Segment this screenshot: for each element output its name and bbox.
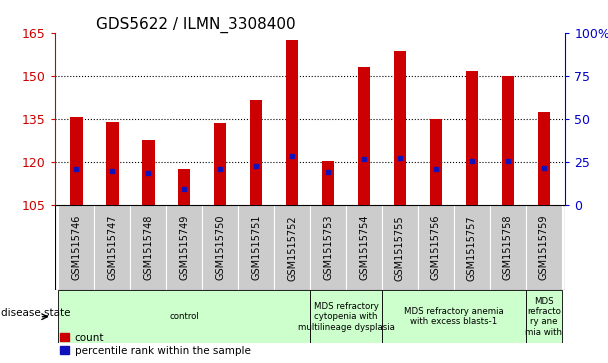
Text: MDS
refracto
ry ane
mia with: MDS refracto ry ane mia with [525,297,562,337]
Text: MDS refractory
cytopenia with
multilineage dysplasia: MDS refractory cytopenia with multilinea… [297,302,395,332]
Bar [430,119,442,205]
Text: GSM1515748: GSM1515748 [143,215,153,281]
Bar [142,140,154,205]
Text: GSM1515752: GSM1515752 [287,215,297,281]
Text: MDS refractory anemia
with excess blasts-1: MDS refractory anemia with excess blasts… [404,307,504,326]
Bar [394,51,406,205]
Bar [166,205,202,290]
Text: GDS5622 / ILMN_3308400: GDS5622 / ILMN_3308400 [95,16,295,33]
Bar [130,205,166,290]
Bar [490,205,526,290]
Text: GSM1515756: GSM1515756 [431,215,441,281]
Bar [322,160,334,205]
Bar [537,112,550,205]
Bar [202,205,238,290]
Text: GSM1515750: GSM1515750 [215,215,225,281]
Legend: count, percentile rank within the sample: count, percentile rank within the sample [60,333,250,356]
Bar [502,76,514,205]
Bar [346,205,382,290]
Text: GSM1515758: GSM1515758 [503,215,513,281]
Text: GSM1515757: GSM1515757 [467,215,477,281]
Bar [238,205,274,290]
Bar [178,169,190,205]
Bar [526,205,562,290]
Text: GSM1515759: GSM1515759 [539,215,549,281]
Bar [250,100,263,205]
Bar [58,205,94,290]
Bar [106,122,119,205]
Bar [310,290,382,343]
Bar [94,205,130,290]
Bar [526,290,562,343]
Bar [382,290,526,343]
Bar [454,205,490,290]
Bar [274,205,310,290]
Bar [418,205,454,290]
Text: GSM1515747: GSM1515747 [107,215,117,281]
Text: control: control [169,312,199,321]
Bar [286,40,299,205]
Text: GSM1515746: GSM1515746 [71,215,81,281]
Bar [310,205,346,290]
Text: GSM1515753: GSM1515753 [323,215,333,281]
Text: GSM1515749: GSM1515749 [179,215,189,281]
Bar [466,72,478,205]
Text: GSM1515754: GSM1515754 [359,215,369,281]
Text: GSM1515755: GSM1515755 [395,215,405,281]
Bar [58,290,310,343]
Text: GSM1515751: GSM1515751 [251,215,261,281]
Bar [382,205,418,290]
Bar [358,67,370,205]
Text: disease state: disease state [1,308,70,318]
Bar [70,118,83,205]
Bar [214,123,226,205]
